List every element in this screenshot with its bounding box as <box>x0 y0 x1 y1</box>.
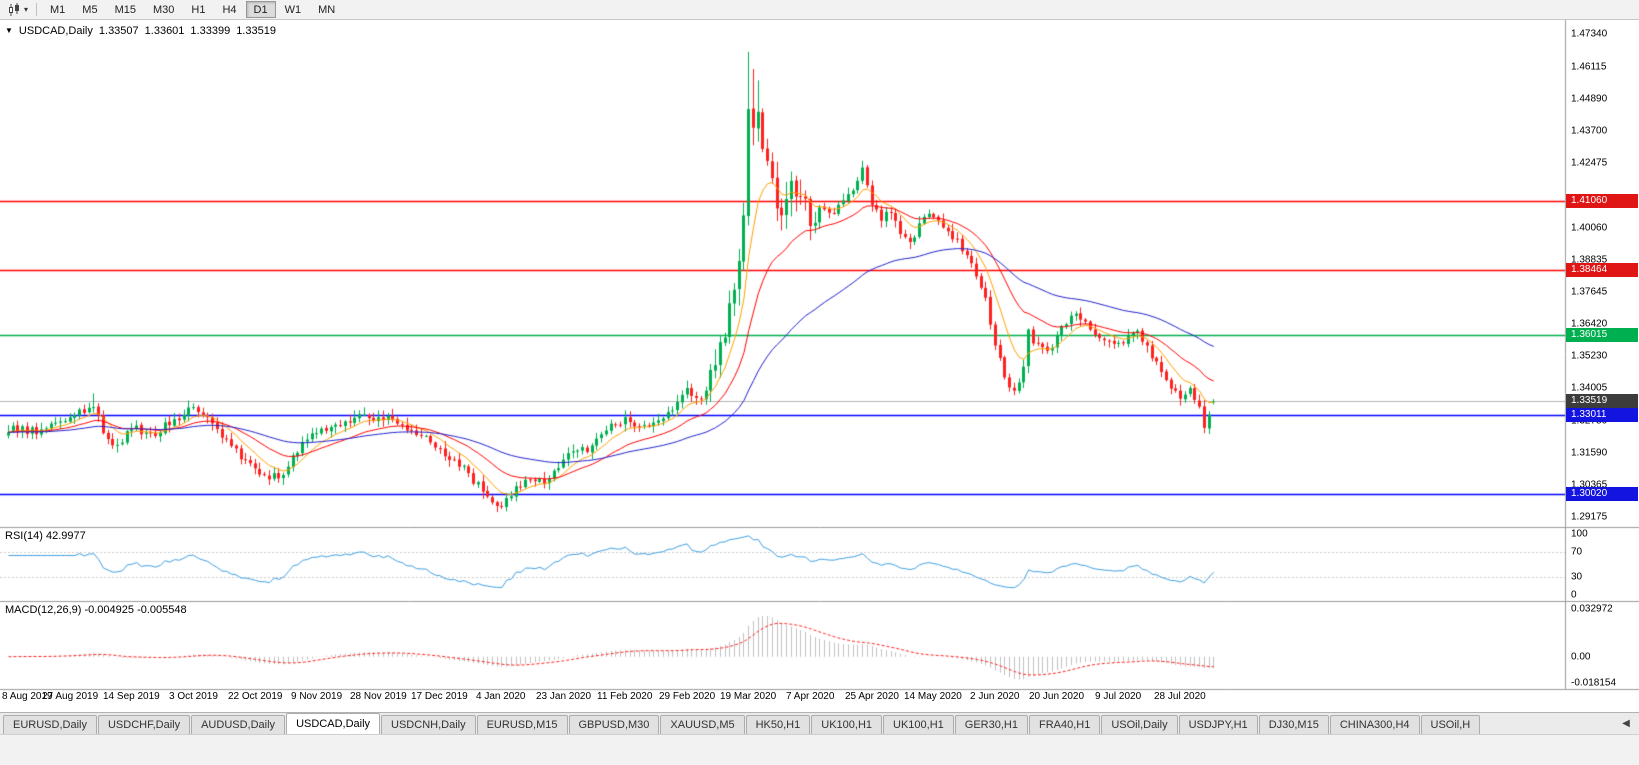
chevron-down-icon: ▾ <box>24 5 29 14</box>
candlestick-chart-icon <box>9 2 19 16</box>
timeframe-button-w1[interactable]: W1 <box>284 4 302 16</box>
chart-tab-usdchf-daily[interactable]: USDCHF,Daily <box>97 715 191 734</box>
chart-tab-fra40-h1[interactable]: FRA40,H1 <box>1028 715 1101 734</box>
tab-scroll-left-button[interactable]: ◀ <box>1622 718 1630 729</box>
timeframe-button-m15[interactable]: M15 <box>114 4 136 16</box>
chart-tab-audusd-daily[interactable]: AUDUSD,Daily <box>191 715 286 734</box>
chart-tab-usdcad-daily[interactable]: USDCAD,Daily <box>286 713 381 734</box>
chart-tab-usdjpy-h1[interactable]: USDJPY,H1 <box>1178 715 1258 734</box>
chart-tabs-bar: EURUSD,Daily USDCHF,Daily AUDUSD,Daily USDC… <box>0 712 1639 734</box>
timeframe-button-m1[interactable]: M1 <box>50 4 66 16</box>
chart-tabs: EURUSD,Daily USDCHF,Daily AUDUSD,Daily USDC… <box>3 713 1613 734</box>
timeframe-button-mn[interactable]: MN <box>318 4 336 16</box>
chart-tab-china300-h4[interactable]: CHINA300,H4 <box>1329 715 1420 734</box>
chart-type-dropdown-button[interactable]: ▾ <box>4 1 31 19</box>
chart-tab-uk100-h1[interactable]: UK100,H1 <box>811 715 883 734</box>
status-bar <box>0 734 1639 765</box>
chart-tab-eurusd-m15[interactable]: EURUSD,M15 <box>476 715 568 734</box>
toolbar-separator <box>36 3 38 16</box>
chart-tab-usoil-daily[interactable]: USOil,Daily <box>1101 715 1178 734</box>
chart-tab-eurusd-daily[interactable]: EURUSD,Daily <box>3 715 97 734</box>
chart-tab-dj30-m15[interactable]: DJ30,M15 <box>1258 715 1329 734</box>
chart-tab-usdcnh-daily[interactable]: USDCNH,Daily <box>381 715 476 734</box>
timeframe-button-m5[interactable]: M5 <box>82 4 98 16</box>
chart-tab-xauusd-m5[interactable]: XAUUSD,M5 <box>660 715 745 734</box>
timeframe-button-h4[interactable]: H4 <box>222 4 237 16</box>
chart-tab-usoil-h[interactable]: USOil,H <box>1420 715 1481 734</box>
chart-tab-ger30-h1[interactable]: GER30,H1 <box>954 715 1028 734</box>
chart-tab-uk100-h1[interactable]: UK100,H1 <box>883 715 954 734</box>
timeframe-button-m30[interactable]: M30 <box>152 4 175 16</box>
timeframe-button-h1[interactable]: H1 <box>191 4 206 16</box>
toolbar: ▾ M1 M5 M15 M30 H1 H4 D1 W1 MN <box>0 0 1639 20</box>
chart-tab-hk50-h1[interactable]: HK50,H1 <box>745 715 811 734</box>
timeframe-button-d1[interactable]: D1 <box>245 1 276 18</box>
chart-tab-gbpusd-m30[interactable]: GBPUSD,M30 <box>568 715 660 734</box>
timeframe-buttons: M1 M5 M15 M30 H1 H4 D1 W1 MN <box>42 1 344 18</box>
